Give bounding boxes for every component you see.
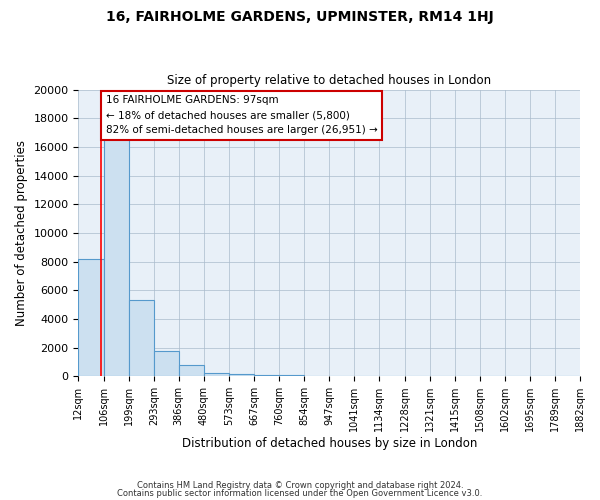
Bar xyxy=(104,138,128,376)
X-axis label: Distribution of detached houses by size in London: Distribution of detached houses by size … xyxy=(182,437,477,450)
Bar xyxy=(128,300,154,376)
Text: Contains public sector information licensed under the Open Government Licence v3: Contains public sector information licen… xyxy=(118,488,482,498)
Bar xyxy=(254,374,279,376)
Text: 16 FAIRHOLME GARDENS: 97sqm
← 18% of detached houses are smaller (5,800)
82% of : 16 FAIRHOLME GARDENS: 97sqm ← 18% of det… xyxy=(106,96,377,135)
Bar xyxy=(179,366,204,376)
Y-axis label: Number of detached properties: Number of detached properties xyxy=(15,140,28,326)
Bar xyxy=(279,375,304,376)
Text: Contains HM Land Registry data © Crown copyright and database right 2024.: Contains HM Land Registry data © Crown c… xyxy=(137,481,463,490)
Bar xyxy=(154,351,179,376)
Text: 16, FAIRHOLME GARDENS, UPMINSTER, RM14 1HJ: 16, FAIRHOLME GARDENS, UPMINSTER, RM14 1… xyxy=(106,10,494,24)
Title: Size of property relative to detached houses in London: Size of property relative to detached ho… xyxy=(167,74,491,87)
Bar xyxy=(204,373,229,376)
Bar xyxy=(229,374,254,376)
Bar xyxy=(79,258,104,376)
